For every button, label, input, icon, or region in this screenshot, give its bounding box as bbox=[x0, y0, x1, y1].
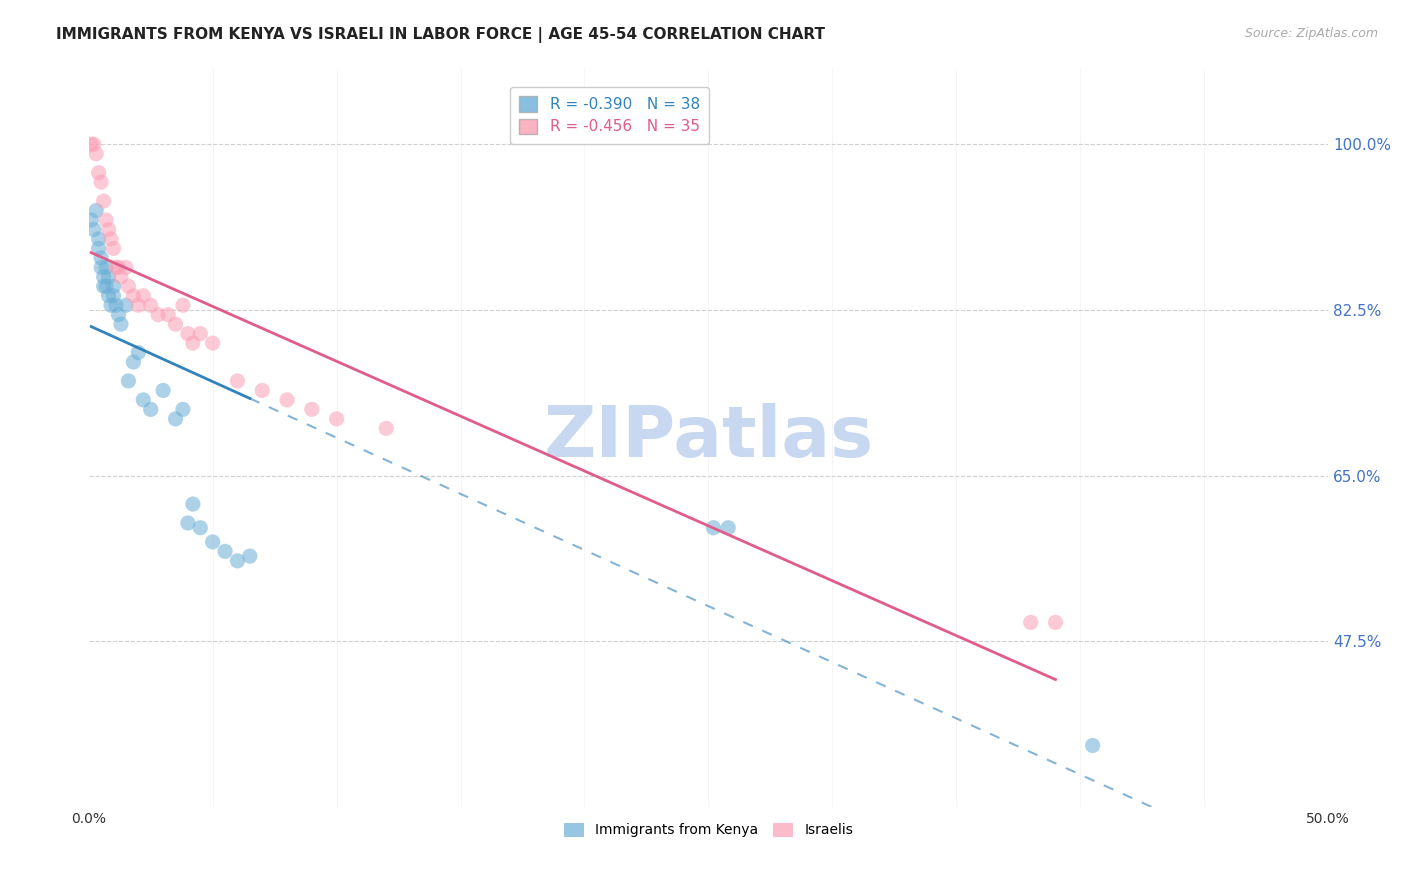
Point bbox=[97, 222, 120, 236]
Point bbox=[93, 279, 115, 293]
Point bbox=[110, 317, 132, 331]
Point bbox=[139, 402, 162, 417]
Point bbox=[115, 298, 138, 312]
Point bbox=[87, 166, 110, 180]
Point bbox=[127, 298, 149, 312]
Point bbox=[181, 336, 204, 351]
Point bbox=[97, 269, 120, 284]
Point bbox=[165, 412, 187, 426]
Point bbox=[90, 260, 112, 275]
Point bbox=[84, 203, 107, 218]
Point bbox=[139, 298, 162, 312]
Point bbox=[83, 222, 105, 236]
Point bbox=[80, 137, 103, 152]
Point bbox=[97, 289, 120, 303]
Point bbox=[1081, 739, 1104, 753]
Point bbox=[201, 535, 224, 549]
Point bbox=[152, 384, 174, 398]
Point bbox=[117, 374, 139, 388]
Legend: Immigrants from Kenya, Israelis: Immigrants from Kenya, Israelis bbox=[557, 815, 860, 845]
Point bbox=[83, 137, 105, 152]
Point bbox=[80, 213, 103, 227]
Point bbox=[157, 308, 180, 322]
Point bbox=[110, 269, 132, 284]
Point bbox=[90, 175, 112, 189]
Point bbox=[325, 412, 347, 426]
Point bbox=[181, 497, 204, 511]
Point bbox=[103, 241, 125, 255]
Point bbox=[87, 232, 110, 246]
Point bbox=[702, 521, 724, 535]
Point bbox=[93, 194, 115, 208]
Point bbox=[122, 355, 145, 369]
Point bbox=[105, 260, 128, 275]
Point bbox=[127, 345, 149, 359]
Point bbox=[84, 146, 107, 161]
Point bbox=[177, 326, 200, 341]
Point bbox=[94, 260, 117, 275]
Point bbox=[94, 279, 117, 293]
Point bbox=[201, 336, 224, 351]
Point bbox=[100, 298, 122, 312]
Point bbox=[100, 232, 122, 246]
Point bbox=[146, 308, 169, 322]
Point bbox=[90, 251, 112, 265]
Point bbox=[188, 326, 211, 341]
Point bbox=[172, 402, 194, 417]
Point bbox=[172, 298, 194, 312]
Point bbox=[375, 421, 398, 435]
Point bbox=[132, 289, 155, 303]
Point bbox=[94, 213, 117, 227]
Point bbox=[239, 549, 262, 563]
Point bbox=[717, 521, 740, 535]
Point bbox=[115, 260, 138, 275]
Point bbox=[117, 279, 139, 293]
Text: Source: ZipAtlas.com: Source: ZipAtlas.com bbox=[1244, 27, 1378, 40]
Point bbox=[165, 317, 187, 331]
Point bbox=[132, 392, 155, 407]
Point bbox=[107, 260, 129, 275]
Point bbox=[1045, 615, 1067, 630]
Point bbox=[177, 516, 200, 530]
Point bbox=[122, 289, 145, 303]
Point bbox=[107, 308, 129, 322]
Text: ZIPatlas: ZIPatlas bbox=[543, 403, 873, 472]
Point bbox=[87, 241, 110, 255]
Point bbox=[226, 374, 249, 388]
Point bbox=[252, 384, 274, 398]
Point bbox=[93, 269, 115, 284]
Point bbox=[105, 298, 128, 312]
Point bbox=[188, 521, 211, 535]
Point bbox=[226, 554, 249, 568]
Text: IMMIGRANTS FROM KENYA VS ISRAELI IN LABOR FORCE | AGE 45-54 CORRELATION CHART: IMMIGRANTS FROM KENYA VS ISRAELI IN LABO… bbox=[56, 27, 825, 43]
Point bbox=[214, 544, 236, 558]
Point bbox=[103, 289, 125, 303]
Point bbox=[103, 279, 125, 293]
Point bbox=[301, 402, 323, 417]
Point bbox=[276, 392, 298, 407]
Point bbox=[1019, 615, 1042, 630]
